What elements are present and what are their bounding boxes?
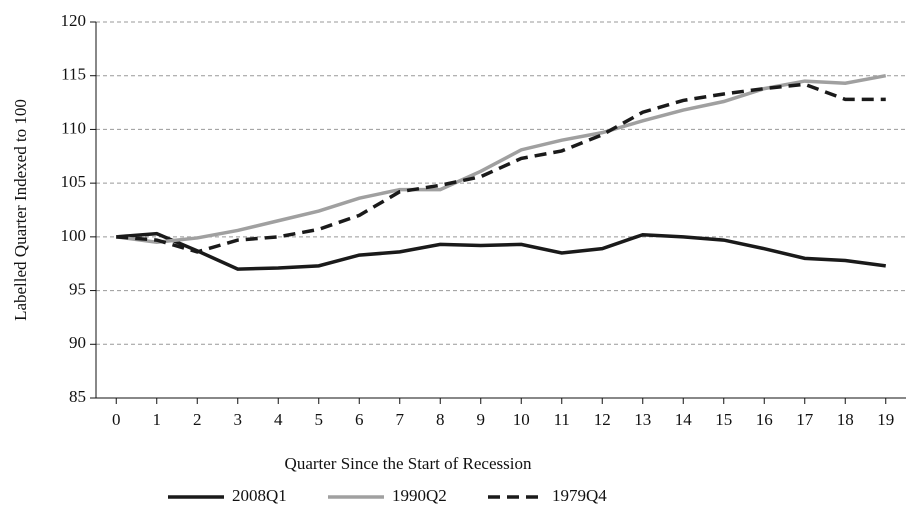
legend-label: 1979Q4 (552, 486, 607, 505)
legend-label: 1990Q2 (392, 486, 447, 505)
x-tick-label: 8 (436, 410, 445, 429)
y-tick-label: 110 (61, 118, 86, 137)
x-tick-label: 0 (112, 410, 121, 429)
x-tick-label: 19 (877, 410, 894, 429)
x-tick-label: 15 (715, 410, 732, 429)
x-tick-label: 17 (796, 410, 814, 429)
x-tick-label: 13 (634, 410, 651, 429)
y-tick-label: 100 (61, 226, 87, 245)
y-tick-label: 85 (69, 387, 86, 406)
x-tick-label: 18 (837, 410, 854, 429)
y-tick-label: 105 (61, 172, 87, 191)
series-line (116, 231, 886, 271)
x-tick-label: 11 (554, 410, 570, 429)
series-line (116, 73, 887, 244)
x-tick-label: 12 (594, 410, 611, 429)
y-tick-label: 115 (61, 65, 86, 84)
x-tick-label: 1 (153, 410, 162, 429)
x-tick-label: 5 (315, 410, 324, 429)
x-tick-label: 2 (193, 410, 202, 429)
x-tick-label: 4 (274, 410, 283, 429)
y-tick-label: 120 (61, 11, 87, 30)
x-tick-label: 16 (756, 410, 773, 429)
x-tick-label: 6 (355, 410, 364, 429)
legend-label: 2008Q1 (232, 486, 287, 505)
y-tick-label: 90 (69, 333, 86, 352)
x-tick-label: 14 (675, 410, 693, 429)
y-tick-label: 95 (69, 279, 86, 298)
x-tick-label: 3 (234, 410, 243, 429)
x-axis-label: Quarter Since the Start of Recession (285, 454, 532, 473)
x-tick-label: 9 (477, 410, 486, 429)
series-line (116, 82, 886, 254)
y-axis-label: Labelled Quarter Indexed to 100 (11, 99, 30, 321)
x-tick-label: 10 (513, 410, 530, 429)
x-tick-label: 7 (396, 410, 405, 429)
